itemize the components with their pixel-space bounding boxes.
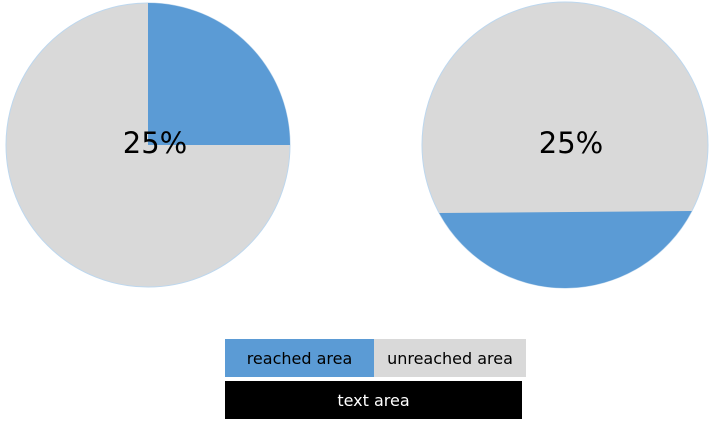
legend-reached-area: reached area [225,339,374,377]
pie-left-reached-sector [148,3,290,145]
legend-reached-label: reached area [246,348,353,368]
legend-text-area-label: text area [337,390,410,410]
legend-text-area: text area [225,381,522,419]
legend-unreached-label: unreached area [387,348,513,368]
pie-left-percentage: 25% [123,126,187,160]
pie-right-reached-segment [439,211,692,288]
pie-left: 25% [5,2,291,288]
pie-right: 25% [421,1,709,289]
legend-unreached-area: unreached area [374,339,526,377]
pie-right-percentage: 25% [539,126,603,160]
